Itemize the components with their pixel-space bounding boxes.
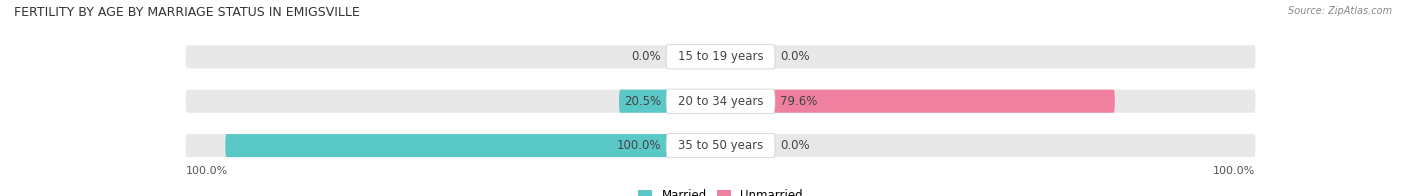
Text: FERTILITY BY AGE BY MARRIAGE STATUS IN EMIGSVILLE: FERTILITY BY AGE BY MARRIAGE STATUS IN E… — [14, 6, 360, 19]
Text: 35 to 50 years: 35 to 50 years — [678, 139, 763, 152]
FancyBboxPatch shape — [186, 90, 1256, 113]
Text: 20 to 34 years: 20 to 34 years — [678, 95, 763, 108]
Text: 100.0%: 100.0% — [186, 166, 228, 176]
Text: 0.0%: 0.0% — [780, 50, 810, 63]
FancyBboxPatch shape — [666, 89, 775, 113]
FancyBboxPatch shape — [721, 90, 1115, 113]
FancyBboxPatch shape — [186, 45, 1256, 68]
Legend: Married, Unmarried: Married, Unmarried — [638, 189, 803, 196]
FancyBboxPatch shape — [225, 134, 721, 157]
Text: 100.0%: 100.0% — [1213, 166, 1256, 176]
Text: Source: ZipAtlas.com: Source: ZipAtlas.com — [1288, 6, 1392, 16]
Text: 15 to 19 years: 15 to 19 years — [678, 50, 763, 63]
FancyBboxPatch shape — [186, 134, 1256, 157]
FancyBboxPatch shape — [666, 133, 775, 158]
FancyBboxPatch shape — [619, 90, 721, 113]
Text: 0.0%: 0.0% — [631, 50, 661, 63]
FancyBboxPatch shape — [666, 45, 775, 69]
Text: 20.5%: 20.5% — [624, 95, 661, 108]
Text: 79.6%: 79.6% — [780, 95, 817, 108]
Text: 0.0%: 0.0% — [780, 139, 810, 152]
Text: 100.0%: 100.0% — [617, 139, 661, 152]
